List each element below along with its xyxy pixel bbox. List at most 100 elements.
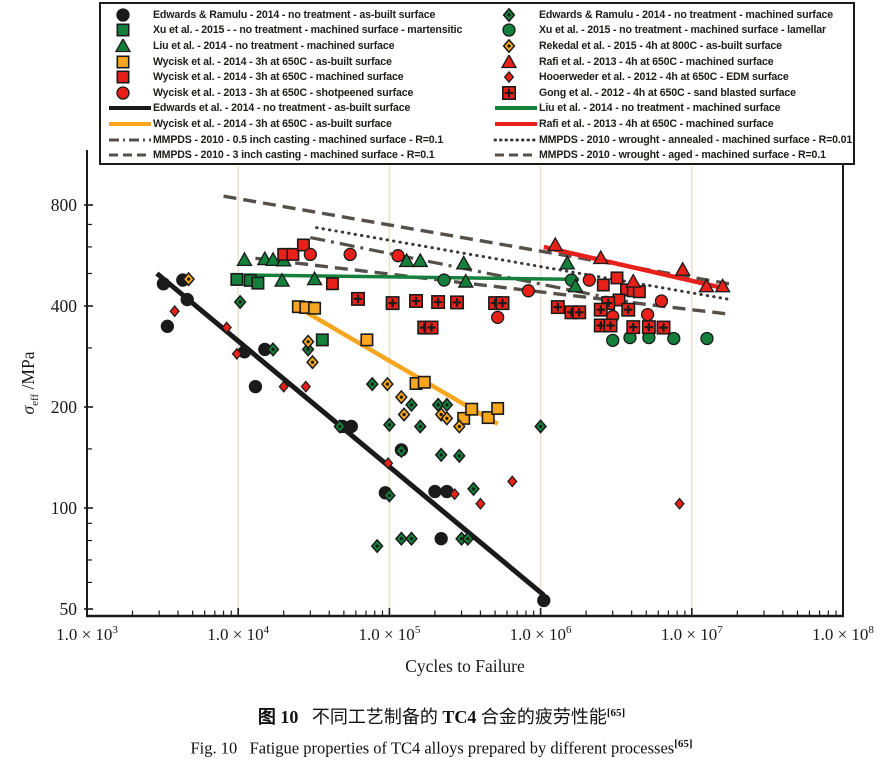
wycisk-fit-line: [294, 304, 499, 426]
data-point: [559, 255, 576, 270]
data-point: [582, 273, 596, 287]
data-point-center-dot: [338, 424, 342, 429]
line-legend-icon: [109, 138, 151, 142]
data-point-center-dot: [466, 537, 470, 541]
data-point-center-dot: [375, 544, 379, 548]
line-legend-icon: [495, 106, 537, 111]
y-tick-label: 200: [51, 397, 78, 417]
data-point: [221, 321, 232, 334]
line-legend-icon: [109, 106, 151, 111]
data-point-center-dot: [436, 403, 440, 407]
data-point-center-dot: [445, 416, 449, 420]
legend-item-label: Edwards et al. - 2014 - no treatment - a…: [153, 102, 411, 115]
edwards-machined-points: [233, 294, 547, 554]
x-tick-label: 1.0 × 103: [56, 624, 118, 644]
data-point: [610, 271, 624, 285]
data-point: [156, 277, 171, 291]
legend-column-1: Edwards & Ramulu - 2014 - no treatment -…: [493, 7, 853, 163]
data-point-center-dot: [507, 13, 511, 17]
data-point: [251, 276, 265, 290]
data-point: [714, 277, 731, 293]
data-point: [596, 278, 610, 292]
legend-item-label: Gong et al. - 2012 - 4h at 650C - sand b…: [539, 86, 796, 99]
data-point: [230, 272, 244, 286]
data-point-center-dot: [387, 493, 391, 498]
diamond-sm-legend-icon: [503, 71, 515, 84]
data-point: [116, 8, 130, 22]
data-point: [491, 310, 505, 325]
data-point: [306, 270, 323, 286]
square-legend-icon: [116, 70, 130, 84]
data-point: [465, 402, 479, 416]
x-axis-label: Cycles to Failure: [405, 656, 525, 676]
line-legend-icon: [109, 121, 151, 126]
data-point: [674, 261, 691, 276]
data-point: [592, 249, 609, 265]
caption-zh-alloy: TC4: [442, 707, 477, 727]
data-point: [632, 285, 646, 299]
triangle-legend-icon: [500, 54, 518, 68]
legend-item-label: Hooerweder et al. - 2012 - 4h at 650C - …: [539, 71, 789, 84]
data-point: [437, 273, 451, 287]
data-point: [428, 484, 442, 499]
data-point: [116, 55, 130, 69]
data-point-center-dot: [370, 382, 374, 386]
data-point-center-dot: [187, 277, 191, 281]
x-tick-label: 1.0 × 105: [358, 624, 420, 644]
legend-item: Xu et al. - 2015 - - no treatment - mach…: [107, 23, 482, 39]
liu-points: [236, 250, 584, 293]
circle-legend-icon: [502, 23, 516, 38]
data-point: [698, 277, 715, 293]
data-point: [412, 252, 429, 268]
legend-item: Wycisk et al. - 2014 - 3h at 650C - as-b…: [107, 116, 482, 132]
caption-zh-text2: 合金的疲劳性能: [476, 707, 607, 727]
legend-item-label: MMPDS - 2010 - 3 inch casting - machined…: [153, 149, 435, 162]
line-legend-icon: [109, 153, 151, 157]
caption-zh: 图 10 不同工艺制备的 TC4 合金的疲劳性能[65]: [0, 703, 883, 729]
y-axis-label: σeff /MPa: [18, 351, 41, 414]
data-point: [116, 86, 130, 100]
legend-item-label: MMPDS - 2010 - wrought - aged - machined…: [539, 149, 826, 162]
data-point-center-dot: [457, 424, 461, 429]
y-tick-label: 400: [51, 296, 78, 316]
data-point: [169, 305, 180, 318]
data-point-center-dot: [439, 453, 443, 457]
data-point-center-dot: [418, 424, 422, 429]
data-point: [434, 532, 448, 546]
data-point-center-dot: [306, 347, 310, 351]
data-point-center-dot: [271, 347, 275, 351]
legend-item-label: Wycisk et al. - 2014 - 3h at 650C - as-b…: [153, 117, 392, 130]
y-tick-label: 50: [60, 599, 78, 619]
rafi-fit-line: [543, 244, 728, 292]
legend-item-label: Wycisk et al. - 2013 - 3h at 650C - shot…: [153, 86, 414, 99]
legend-item: Edwards & Ramulu - 2014 - no treatment -…: [493, 7, 853, 23]
x-tick-label: 1.0 × 106: [510, 624, 572, 644]
data-point: [286, 247, 300, 261]
legend-item: Wycisk et al. - 2014 - 3h at 650C - mach…: [107, 69, 482, 85]
legend-item: Liu et al. - 2014 - no treatment - machi…: [493, 101, 853, 117]
data-point-center-dot: [445, 403, 449, 407]
square-legend-icon: [116, 55, 130, 69]
legend-item: Wycisk et al. - 2014 - 3h at 650C - as-b…: [107, 54, 482, 70]
data-point: [537, 593, 551, 608]
legend-item: Edwards & Ramulu - 2014 - no treatment -…: [107, 7, 482, 23]
mmpds-wrought-annealed-line: [315, 226, 732, 302]
data-point-center-dot: [387, 423, 391, 427]
data-point: [521, 284, 536, 298]
data-point: [449, 487, 460, 501]
x-tick-label: 1.0 × 108: [812, 624, 874, 644]
liu-fit-line: [244, 273, 580, 282]
legend-item: MMPDS - 2010 - wrought - annealed - mach…: [493, 132, 853, 148]
legend-column-0: Edwards & Ramulu - 2014 - no treatment -…: [107, 7, 482, 163]
legend-item: Rafi et al. - 2013 - 4h at 650C - machin…: [493, 54, 853, 70]
wycisk-shotpeened-points: [303, 247, 669, 325]
caption-zh-ref: [65]: [606, 707, 626, 719]
gong-points: [351, 291, 671, 335]
legend-item-label: Edwards & Ramulu - 2014 - no treatment -…: [153, 8, 436, 21]
data-point: [360, 333, 374, 347]
data-point: [303, 247, 317, 262]
data-point: [455, 255, 472, 270]
caption-en-fig: Fig. 10: [190, 738, 238, 758]
